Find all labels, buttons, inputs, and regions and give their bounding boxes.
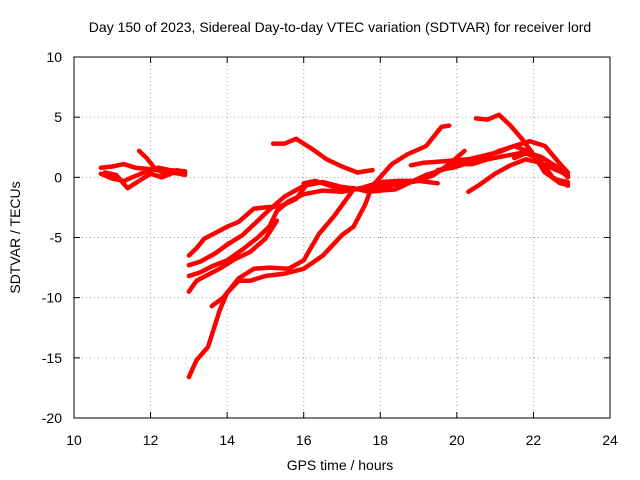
y-tick-label: -20 [42, 410, 62, 426]
axis-ticks: 10 12 14 16 18 20 22 24 -20 -15 -10 -5 0 5 10 [42, 49, 618, 448]
series-line-trace-8 [186, 218, 280, 294]
y-tick-label: 0 [54, 169, 62, 185]
series-line-trace-6 [186, 179, 379, 268]
x-tick-label: 10 [66, 432, 82, 448]
series-line-trace-15 [466, 157, 571, 195]
y-tick-label: 10 [46, 49, 62, 65]
x-tick-label: 24 [602, 432, 618, 448]
series-line-trace-10 [209, 123, 452, 309]
x-tick-label: 12 [143, 432, 159, 448]
x-tick-label: 18 [372, 432, 388, 448]
y-tick-label: -15 [42, 350, 62, 366]
series-line-trace-13 [370, 148, 467, 190]
series-line-trace-7 [186, 178, 440, 279]
x-tick-label: 16 [296, 432, 312, 448]
y-tick-label: -5 [50, 230, 63, 246]
y-axis-label: SDTVAR / TECUs [7, 181, 23, 293]
series-line-trace-9 [186, 182, 375, 380]
x-tick-label: 14 [219, 432, 235, 448]
x-tick-label: 22 [526, 432, 542, 448]
chart-title: Day 150 of 2023, Sidereal Day-to-day VTE… [89, 19, 591, 35]
data-series [98, 112, 571, 380]
series-line-trace-2 [98, 165, 188, 184]
x-tick-label: 20 [449, 432, 465, 448]
y-tick-label: -10 [42, 290, 62, 306]
series-line-trace-18 [512, 151, 571, 187]
y-tick-label: 5 [54, 109, 62, 125]
series-line-trace-4 [136, 148, 188, 178]
series-line-trace-11 [270, 136, 375, 175]
x-axis-label: GPS time / hours [287, 457, 394, 473]
